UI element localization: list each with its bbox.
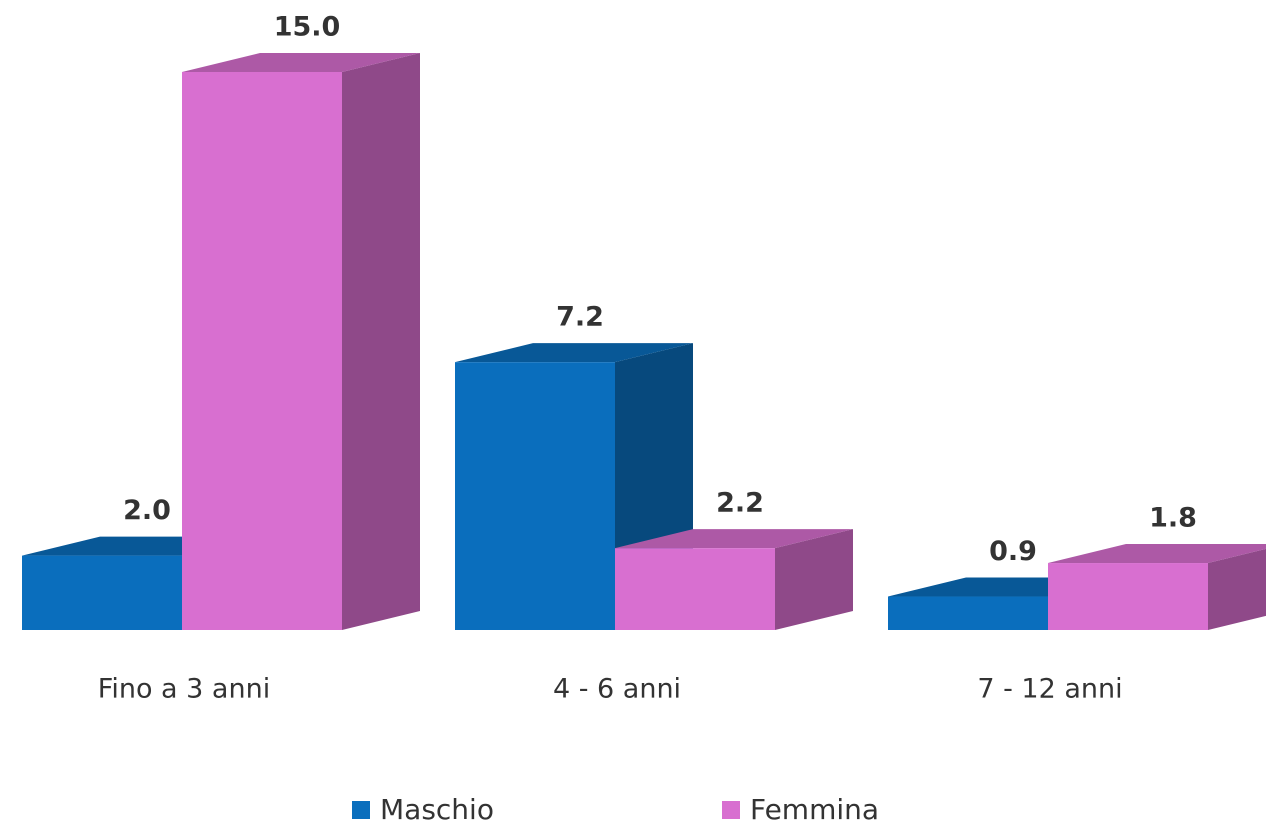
bar	[1048, 563, 1208, 630]
bar-side	[1208, 548, 1266, 630]
legend-label: Maschio	[380, 793, 494, 826]
bar	[455, 362, 615, 630]
bar	[615, 548, 775, 630]
bar-top	[615, 529, 853, 549]
value-label: 2.2	[716, 488, 764, 519]
bar	[182, 72, 342, 630]
value-label: 7.2	[556, 302, 604, 333]
value-label: 15.0	[274, 12, 341, 43]
value-label: 1.8	[1149, 503, 1197, 534]
bar-top	[182, 53, 420, 72]
bar-side	[342, 53, 420, 630]
bar	[22, 555, 182, 630]
legend-swatch	[722, 801, 740, 819]
x-tick-label: 4 - 6 anni	[553, 674, 681, 705]
x-tick-label: Fino a 3 anni	[98, 674, 270, 705]
value-label: 0.9	[989, 536, 1037, 567]
bar-side	[775, 529, 853, 630]
bar	[888, 596, 1048, 630]
value-label: 2.0	[123, 495, 171, 526]
legend-label: Femmina	[750, 793, 879, 826]
x-tick-label: 7 - 12 anni	[977, 674, 1122, 705]
bar-top	[455, 343, 693, 363]
bar-top	[1048, 544, 1266, 564]
legend-swatch	[352, 801, 370, 819]
